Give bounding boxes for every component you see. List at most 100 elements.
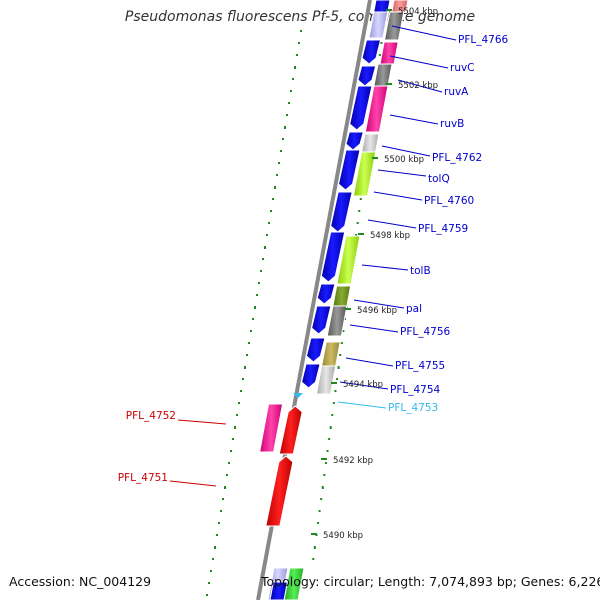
- gc-track-dot: [298, 42, 300, 44]
- gc-track-dot: [340, 342, 343, 344]
- gene-feature-marker[interactable]: [293, 393, 303, 398]
- gene-label[interactable]: PFL_4756: [400, 326, 451, 338]
- gc-track-dot: [328, 438, 331, 440]
- gc-track-dot: [292, 78, 294, 80]
- gene-feature[interactable]: [265, 455, 294, 527]
- gene-feature[interactable]: [316, 283, 336, 305]
- gc-track-dot: [288, 102, 290, 104]
- gene-label[interactable]: PFL_4762: [432, 152, 482, 164]
- gene-feature[interactable]: [315, 365, 337, 395]
- gene-feature[interactable]: [357, 65, 377, 87]
- gc-track-dot: [246, 354, 248, 356]
- gc-track-dot: [270, 210, 272, 212]
- gene-feature[interactable]: [368, 11, 389, 39]
- gene-label[interactable]: PFL_4766: [458, 34, 509, 46]
- gene-leader-line: [367, 219, 417, 229]
- gene-label[interactable]: tolQ: [428, 173, 450, 185]
- gene-feature[interactable]: [326, 305, 348, 337]
- gc-track-dot: [216, 534, 218, 536]
- gc-track-dot: [332, 402, 335, 404]
- kbp-tick-label: 5494 kbp: [343, 380, 383, 390]
- kbp-tick-label: 5500 kbp: [384, 155, 424, 165]
- gene-feature[interactable]: [269, 581, 288, 600]
- gene-feature[interactable]: [321, 341, 341, 367]
- gene-label[interactable]: PFL_4759: [418, 223, 468, 235]
- gc-track-dot: [244, 366, 246, 369]
- gene-label[interactable]: PFL_4752: [126, 410, 176, 422]
- gene-feature[interactable]: [352, 151, 377, 197]
- gc-track-dot: [343, 318, 346, 320]
- gene-feature[interactable]: [259, 403, 284, 453]
- gene-leader-line: [349, 324, 399, 333]
- gc-track-dot: [326, 450, 329, 452]
- tick-mark: [321, 458, 327, 460]
- gc-track-dot: [359, 198, 362, 200]
- tick-mark: [386, 9, 392, 11]
- gene-label[interactable]: ruvB: [440, 118, 464, 130]
- gc-track-dot: [210, 570, 212, 572]
- kbp-tick-label: 5496 kbp: [357, 306, 397, 316]
- gc-track-dot: [318, 510, 321, 512]
- gene-feature[interactable]: [361, 133, 380, 153]
- gene-label[interactable]: ruvA: [444, 86, 469, 98]
- gene-feature[interactable]: [345, 131, 365, 151]
- gc-track-dot: [300, 30, 302, 32]
- gene-label[interactable]: ruvC: [450, 62, 475, 74]
- gc-track-dot: [264, 246, 266, 249]
- gene-leader-line: [339, 381, 389, 390]
- gc-track-dot: [238, 402, 240, 404]
- kbp-tick-label: 5492 kbp: [333, 456, 373, 466]
- gene-feature[interactable]: [379, 41, 399, 65]
- gc-track-dot: [282, 138, 284, 140]
- gene-feature[interactable]: [336, 235, 361, 285]
- gc-track-dot: [278, 162, 280, 164]
- gc-track-dot: [268, 222, 270, 224]
- gene-feature[interactable]: [391, 0, 409, 13]
- gene-feature[interactable]: [373, 63, 393, 87]
- gene-leader-line: [377, 169, 427, 177]
- gene-feature[interactable]: [320, 231, 346, 283]
- gene-feature[interactable]: [278, 405, 303, 455]
- gc-track-dot: [336, 378, 339, 380]
- gene-feature[interactable]: [364, 85, 389, 133]
- gene-leader-line: [345, 357, 394, 367]
- gc-track-dot: [378, 54, 381, 56]
- gc-track-dot: [334, 390, 337, 392]
- gc-track-dot: [331, 414, 334, 416]
- gene-label[interactable]: PFL_4753: [388, 402, 438, 414]
- gene-feature[interactable]: [311, 305, 332, 335]
- gc-track-dot: [339, 354, 342, 356]
- kbp-tick-label: 5502 kbp: [398, 81, 438, 91]
- gene-leader-line: [391, 25, 457, 41]
- gene-label[interactable]: PFL_4754: [390, 384, 441, 396]
- gc-track-dot: [317, 522, 320, 524]
- gene-feature[interactable]: [361, 39, 382, 65]
- gc-track-dot: [206, 594, 208, 596]
- gene-feature[interactable]: [330, 191, 353, 233]
- gc-track-dot: [222, 498, 224, 500]
- gene-label[interactable]: PFL_4760: [424, 195, 474, 207]
- gc-track-dot: [286, 114, 288, 116]
- gene-feature[interactable]: [301, 363, 321, 389]
- gc-track-dot: [320, 498, 323, 500]
- gc-track-dot: [220, 510, 222, 512]
- gene-feature[interactable]: [337, 149, 361, 191]
- gene-label[interactable]: PFL_4755: [395, 360, 445, 372]
- kbp-tick-label: 5490 kbp: [323, 531, 363, 541]
- gc-track-dot: [329, 426, 332, 429]
- gc-track-dot: [214, 546, 216, 549]
- tick-mark: [386, 83, 392, 85]
- gc-track-dot: [218, 522, 220, 524]
- gc-track-dot: [208, 582, 210, 584]
- gene-leader-line: [169, 480, 217, 487]
- gene-feature[interactable]: [305, 337, 326, 363]
- gene-label[interactable]: pal: [406, 303, 422, 315]
- gene-label[interactable]: PFL_4751: [118, 472, 168, 484]
- gc-track-dot: [342, 330, 345, 332]
- gene-feature[interactable]: [332, 285, 352, 307]
- gene-feature[interactable]: [349, 85, 373, 131]
- gene-leader-line: [389, 55, 449, 69]
- gene-label[interactable]: tolB: [410, 265, 431, 277]
- gc-track-dot: [252, 318, 254, 320]
